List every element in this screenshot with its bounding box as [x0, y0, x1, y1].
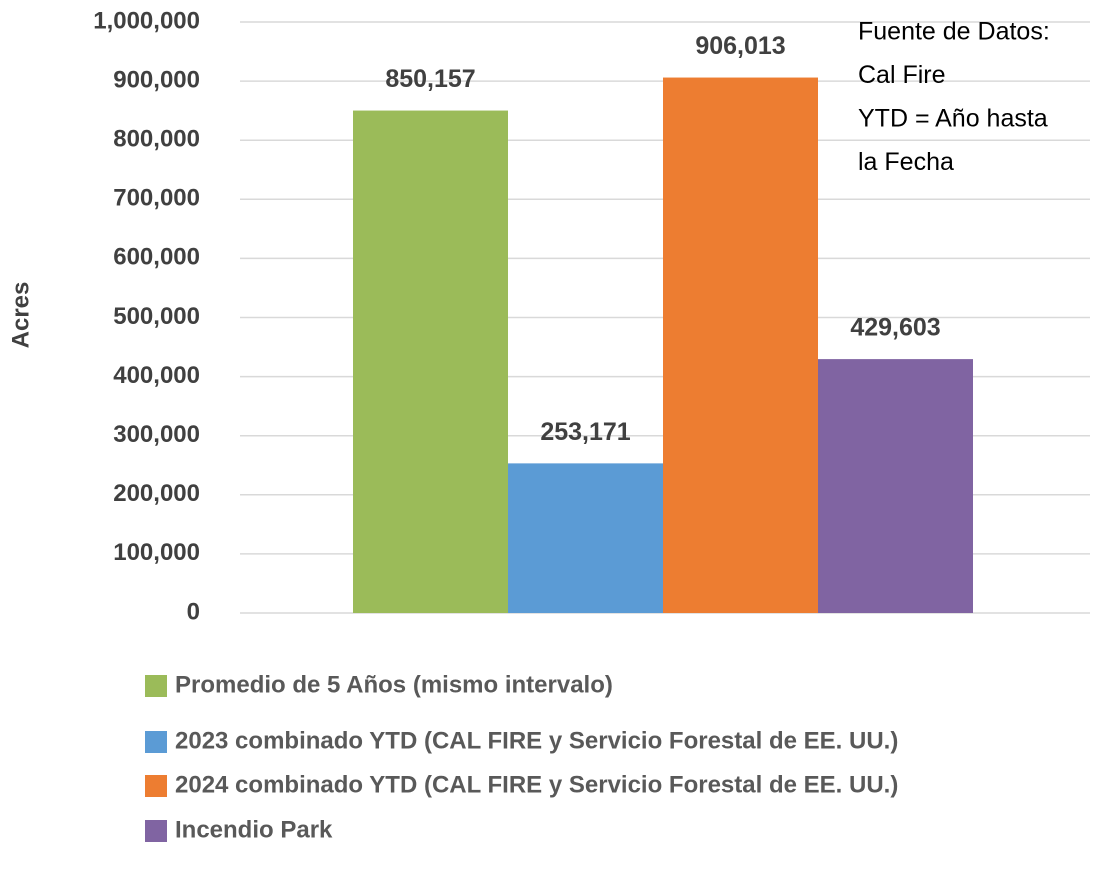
data-label: 850,157 [385, 65, 475, 93]
y-tick-label: 900,000 [113, 66, 200, 93]
legend-swatch [145, 675, 167, 697]
y-tick-label: 600,000 [113, 244, 200, 271]
annotation: la Fecha [858, 148, 954, 176]
y-tick-label: 100,000 [113, 539, 200, 566]
legend-swatch [145, 775, 167, 797]
y-tick-label: 1,000,000 [93, 7, 200, 34]
bar [663, 77, 818, 613]
bar [818, 359, 973, 613]
legend-label: Incendio Park [175, 816, 333, 843]
y-tick-label: 0 [187, 598, 200, 625]
annotation: Fuente de Datos: [858, 18, 1050, 46]
data-label: 253,171 [540, 418, 630, 446]
bar [508, 463, 663, 613]
y-axis-label: Acres [7, 282, 34, 349]
y-tick-label: 800,000 [113, 126, 200, 153]
annotation: Cal Fire [858, 61, 946, 89]
annotation: YTD = Año hasta [858, 105, 1048, 133]
legend-swatch [145, 731, 167, 753]
data-label: 429,603 [850, 314, 940, 342]
y-tick-label: 200,000 [113, 480, 200, 507]
legend-swatch [145, 820, 167, 842]
legend-label: 2023 combinado YTD (CAL FIRE y Servicio … [175, 727, 898, 754]
bar [353, 110, 508, 613]
data-label: 906,013 [695, 32, 785, 60]
y-tick-label: 700,000 [113, 185, 200, 212]
legend-label: Promedio de 5 Años (mismo intervalo) [175, 671, 613, 698]
y-tick-label: 400,000 [113, 362, 200, 389]
y-tick-label: 500,000 [113, 303, 200, 330]
legend-label: 2024 combinado YTD (CAL FIRE y Servicio … [175, 771, 898, 798]
y-tick-label: 300,000 [113, 421, 200, 448]
